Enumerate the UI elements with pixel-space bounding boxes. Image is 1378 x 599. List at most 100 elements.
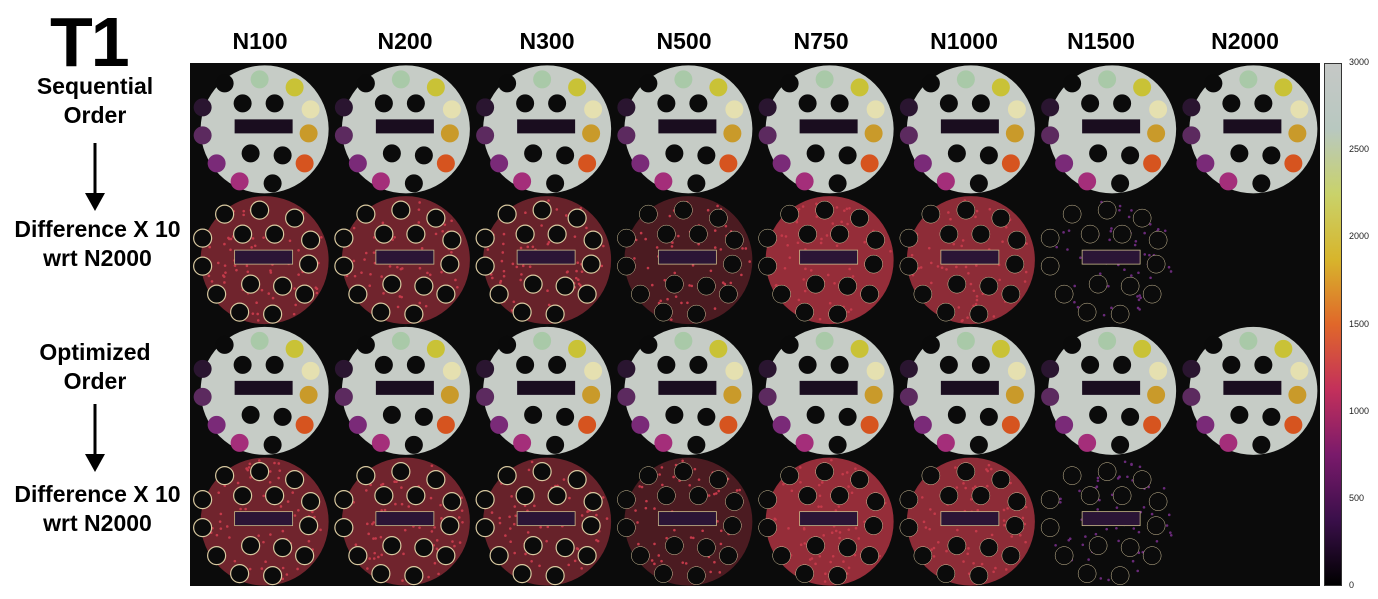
- phantom-vial: [709, 339, 728, 358]
- difference-speck: [1142, 506, 1146, 509]
- phantom-insert: [1223, 380, 1282, 395]
- difference-vial: [523, 536, 543, 556]
- difference-speck: [967, 271, 970, 275]
- difference-insert: [516, 249, 576, 265]
- difference-vial: [391, 200, 411, 220]
- difference-speck: [1105, 527, 1108, 531]
- difference-speck: [1110, 306, 1113, 310]
- difference-vial: [241, 536, 261, 556]
- difference-speck: [1108, 238, 1111, 242]
- phantom-vial: [687, 435, 706, 454]
- difference-speck: [427, 575, 430, 579]
- difference-vial: [1132, 208, 1152, 228]
- difference-vial: [406, 224, 426, 244]
- difference-vial: [921, 204, 941, 224]
- difference-vial: [583, 230, 603, 250]
- difference-speck: [697, 478, 701, 481]
- difference-speck: [264, 560, 267, 564]
- phantom-vial: [193, 359, 212, 378]
- difference-speck: [804, 267, 807, 271]
- difference-speck: [691, 536, 695, 540]
- difference-speck: [526, 245, 530, 249]
- difference-speck: [673, 528, 676, 532]
- difference-speck: [1123, 268, 1126, 272]
- difference-speck: [681, 561, 685, 564]
- difference-vial: [719, 284, 738, 304]
- phantom-vial: [548, 355, 567, 374]
- difference-speck: [1115, 526, 1118, 530]
- difference-speck: [524, 211, 527, 215]
- difference-vial: [723, 254, 742, 274]
- difference-speck: [1118, 204, 1122, 208]
- difference-speck: [602, 244, 605, 248]
- phantom-vial: [830, 355, 849, 374]
- difference-vial: [830, 224, 849, 244]
- phantom-vial: [709, 78, 728, 97]
- phantom-vial: [1098, 70, 1117, 89]
- difference-speck: [1162, 486, 1166, 490]
- difference-speck: [242, 213, 245, 217]
- difference-speck: [601, 496, 605, 499]
- phantom-vial: [838, 407, 857, 426]
- difference-speck: [930, 548, 933, 551]
- difference-vial: [947, 274, 967, 294]
- phantom-vial: [1041, 387, 1060, 406]
- difference-vial: [1040, 490, 1060, 509]
- phantom-vial: [866, 100, 885, 119]
- phantom-vial: [295, 154, 314, 173]
- phantom-vial: [850, 339, 869, 358]
- difference-vial: [687, 566, 706, 585]
- difference-insert: [940, 511, 1000, 527]
- phantom-vial: [265, 355, 284, 374]
- phantom-vial: [348, 415, 367, 434]
- phantom-vial: [860, 415, 879, 434]
- difference-speck: [1096, 476, 1100, 480]
- difference-speck: [1117, 539, 1120, 543]
- difference-vial: [426, 208, 446, 228]
- phantom-vial: [1196, 154, 1215, 173]
- difference-vial: [436, 284, 456, 304]
- difference-speck: [453, 544, 456, 548]
- difference-speck: [697, 242, 700, 246]
- phantom-vial: [285, 339, 304, 358]
- phantom-vial: [391, 331, 410, 350]
- difference-speck: [400, 502, 404, 506]
- difference-speck: [723, 282, 727, 286]
- difference-speck: [217, 491, 221, 494]
- difference-speck: [228, 536, 231, 539]
- difference-vial: [687, 304, 706, 324]
- phantom-vial: [617, 387, 636, 406]
- difference-speck: [825, 234, 829, 237]
- difference-speck: [368, 284, 372, 287]
- difference-speck: [216, 261, 220, 265]
- phantom-insert: [1082, 119, 1141, 134]
- difference-speck: [1059, 497, 1062, 501]
- difference-speck: [992, 315, 996, 318]
- difference-vial: [689, 486, 708, 505]
- phantom-vial: [617, 359, 636, 378]
- phantom-vial: [250, 70, 269, 89]
- phantom-vial: [1041, 98, 1060, 117]
- difference-vial: [617, 228, 636, 248]
- difference-speck: [379, 535, 383, 539]
- difference-speck: [315, 287, 319, 291]
- phantom-vial: [1001, 154, 1020, 173]
- main-title: T1: [50, 3, 130, 81]
- difference-speck: [580, 514, 584, 517]
- phantom-vial: [991, 78, 1010, 97]
- difference-vial: [828, 566, 847, 585]
- difference-speck: [1024, 505, 1028, 509]
- phantom-vial: [193, 98, 212, 117]
- difference-speck: [1133, 243, 1137, 247]
- difference-speck: [512, 522, 516, 526]
- phantom-vial: [440, 385, 459, 404]
- difference-insert: [657, 511, 717, 527]
- phantom-vial: [1055, 415, 1074, 434]
- phantom-vial: [687, 174, 706, 193]
- phantom-vial: [476, 126, 495, 145]
- difference-speck: [1079, 256, 1082, 259]
- difference-speck: [854, 526, 858, 530]
- difference-vial: [969, 566, 989, 585]
- difference-speck: [371, 522, 374, 526]
- difference-vial: [230, 302, 250, 322]
